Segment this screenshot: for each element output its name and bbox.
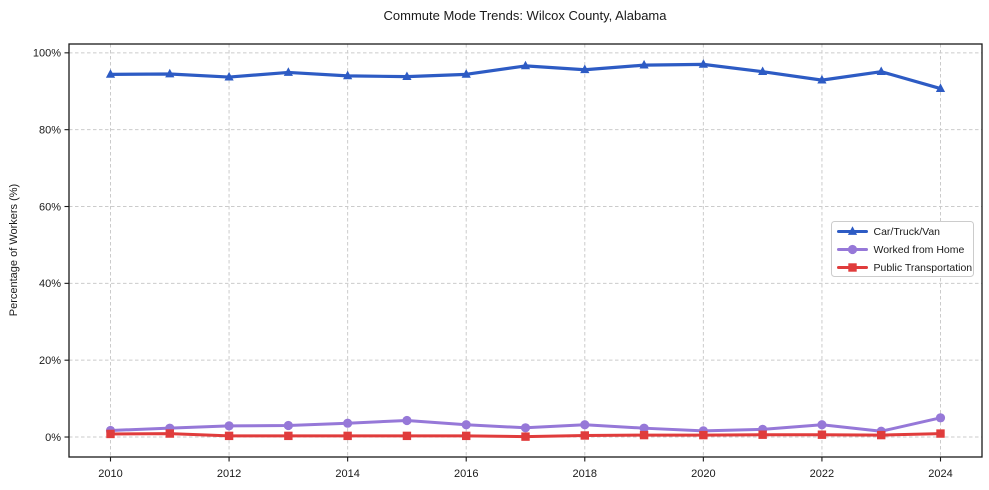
square-marker (462, 431, 471, 441)
chart-title: Commute Mode Trends: Wilcox County, Alab… (384, 8, 668, 23)
triangle-marker (283, 67, 293, 76)
gridlines (69, 44, 982, 457)
triangle-marker (935, 83, 946, 92)
axis-ticks (64, 52, 942, 462)
circle-marker (817, 420, 827, 430)
x-tick-label: 2018 (573, 468, 597, 480)
triangle-marker (105, 69, 116, 78)
legend-label: Car/Truck/Van (874, 226, 941, 238)
x-tick-label: 2020 (691, 468, 715, 480)
x-tick-label: 2024 (928, 468, 952, 480)
triangle-marker (847, 226, 858, 235)
circle-marker (283, 420, 293, 431)
triangle-marker (639, 59, 649, 69)
circle-marker (224, 421, 234, 431)
tick-labels: 0% 20% 40% 60% 80% 100% 2010 2012 2014 2016 2018 20… (33, 48, 953, 480)
circle-marker (343, 418, 353, 428)
triangle-marker (224, 71, 234, 81)
data-series (105, 59, 946, 441)
y-axis-label: Percentage of Workers (%) (8, 184, 20, 316)
square-marker (521, 432, 530, 441)
triangle-marker (817, 74, 827, 84)
square-marker (758, 430, 767, 439)
x-tick-label: 2014 (335, 468, 359, 480)
square-marker (936, 429, 945, 438)
y-tick-label: 80% (39, 124, 61, 136)
x-tick-label: 2022 (810, 468, 834, 480)
circle-marker (639, 423, 649, 433)
y-tick-label: 0% (45, 432, 61, 444)
plot-border (68, 43, 983, 458)
triangle-marker (402, 71, 412, 81)
square-marker (224, 431, 234, 441)
series-car-truck-van (105, 59, 946, 92)
y-tick-label: 40% (39, 278, 61, 290)
y-tick-label: 100% (33, 48, 61, 60)
x-tick-label: 2016 (454, 468, 478, 480)
square-marker (106, 429, 115, 439)
legend-item-public-transportation: Public Transportation (837, 262, 973, 274)
circle-marker (847, 244, 858, 255)
circle-marker (520, 423, 531, 433)
triangle-marker (461, 69, 471, 78)
triangle-marker (698, 59, 708, 68)
square-marker (402, 431, 412, 441)
square-marker (284, 431, 293, 441)
triangle-marker (758, 66, 768, 76)
legend: Car/Truck/Van Worked from Home Public Tran… (831, 221, 974, 277)
triangle-marker (343, 70, 353, 80)
square-marker (699, 430, 708, 440)
circle-marker (402, 415, 412, 426)
triangle-marker (165, 68, 175, 78)
y-tick-label: 60% (39, 201, 61, 213)
x-tick-label: 2012 (217, 468, 241, 480)
square-marker (877, 430, 886, 440)
square-marker (817, 430, 827, 439)
square-marker (343, 431, 352, 441)
square-marker (639, 430, 649, 440)
triangle-marker (876, 66, 886, 76)
y-tick-label: 20% (39, 355, 61, 367)
legend-box (831, 221, 974, 277)
triangle-marker (580, 64, 590, 74)
circle-marker (461, 420, 471, 430)
legend-label: Worked from Home (874, 244, 965, 256)
circle-marker (580, 420, 590, 430)
square-marker (848, 263, 857, 272)
legend-item-car-truck-van: Car/Truck/Van (837, 226, 941, 238)
square-marker (580, 431, 589, 440)
circle-marker (935, 413, 946, 423)
legend-item-worked-from-home: Worked from Home (837, 244, 965, 256)
x-tick-label: 2010 (98, 468, 122, 480)
triangle-marker (520, 60, 531, 70)
legend-label: Public Transportation (874, 262, 973, 274)
series-public-transportation (106, 429, 945, 441)
square-marker (165, 429, 174, 438)
